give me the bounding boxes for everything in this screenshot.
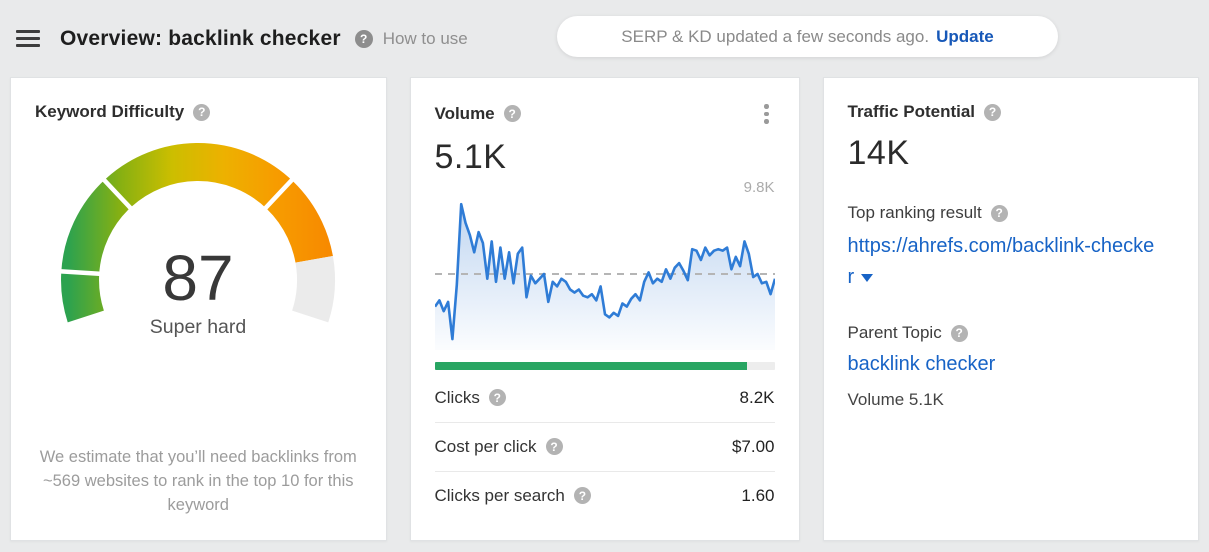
parent-topic-label-row: Parent Topic bbox=[848, 323, 1175, 343]
top-ranking-url[interactable]: https://ahrefs.com/backlink-checker bbox=[847, 235, 1155, 288]
parent-topic-link[interactable]: backlink checker bbox=[847, 353, 996, 375]
clicks-row: Clicks 8.2K bbox=[435, 374, 775, 422]
top-ranking-result-link[interactable]: https://ahrefs.com/backlink-checker bbox=[848, 231, 1158, 293]
clicks-per-search-value: 1.60 bbox=[741, 485, 775, 505]
volume-progress-bar bbox=[434, 361, 775, 370]
volume-title: Volume bbox=[434, 103, 495, 123]
help-icon[interactable] bbox=[354, 29, 373, 48]
cost-per-click-label: Cost per click bbox=[434, 436, 537, 456]
top-ranking-result-label: Top ranking result bbox=[847, 203, 982, 222]
volume-header: Volume bbox=[435, 102, 775, 126]
update-toast: SERP & KD updated a few seconds ago. Upd… bbox=[557, 16, 1058, 57]
cost-per-click-row: Cost per click $7.00 bbox=[434, 421, 775, 471]
chevron-down-icon[interactable] bbox=[861, 273, 874, 282]
toast-message: SERP & KD updated a few seconds ago. bbox=[621, 26, 930, 46]
how-to-use-link[interactable]: How to use bbox=[382, 28, 468, 48]
volume-value: 5.1K bbox=[434, 137, 507, 176]
svg-text:Super hard: Super hard bbox=[150, 316, 246, 338]
overview-cards: Keyword Difficulty 87 Super hard We esti… bbox=[10, 77, 1199, 541]
cost-per-click-value: $7.00 bbox=[731, 436, 775, 456]
volume-peak-label: 9.8K bbox=[743, 178, 775, 196]
traffic-potential-card: Traffic Potential 14K Top ranking result… bbox=[822, 77, 1199, 541]
svg-text:87: 87 bbox=[163, 242, 234, 314]
clicks-per-search-label: Clicks per search bbox=[434, 485, 565, 505]
parent-topic-label: Parent Topic bbox=[847, 323, 942, 342]
difficulty-gauge: 87 Super hard bbox=[35, 130, 362, 347]
top-ranking-result-help-icon[interactable] bbox=[990, 204, 1008, 222]
volume-progress-fill bbox=[434, 361, 748, 370]
keyword-difficulty-help-icon[interactable] bbox=[193, 103, 211, 121]
traffic-potential-help-icon[interactable] bbox=[984, 103, 1002, 121]
clicks-value: 8.2K bbox=[739, 387, 775, 407]
traffic-potential-title: Traffic Potential bbox=[847, 102, 976, 121]
keyword-difficulty-title: Keyword Difficulty bbox=[35, 102, 185, 121]
update-button[interactable]: Update bbox=[936, 26, 994, 46]
volume-stats: Clicks 8.2K Cost per click $7.00 Clicks … bbox=[434, 374, 775, 520]
difficulty-gauge-svg: 87 Super hard bbox=[43, 130, 353, 347]
hamburger-menu-icon[interactable] bbox=[16, 30, 40, 47]
difficulty-note: We estimate that you’ll need backlinks f… bbox=[39, 448, 357, 515]
top-bar: Overview: backlink checker How to use SE… bbox=[0, 0, 1209, 77]
volume-card: Volume 5.1K 9.8K Clicks 8.2K Cost per cl… bbox=[409, 77, 800, 541]
parent-topic-help-icon[interactable] bbox=[950, 324, 968, 342]
clicks-label: Clicks bbox=[434, 387, 480, 407]
traffic-potential-value: 14K bbox=[847, 134, 910, 172]
traffic-potential-header: Traffic Potential bbox=[848, 102, 1175, 122]
clicks-help-icon[interactable] bbox=[488, 389, 506, 406]
keyword-difficulty-header: Keyword Difficulty bbox=[35, 102, 362, 122]
clicks-per-search-help-icon[interactable] bbox=[573, 487, 591, 504]
kebab-menu-icon[interactable] bbox=[758, 102, 775, 126]
top-ranking-result-label-row: Top ranking result bbox=[848, 203, 1175, 223]
cost-per-click-help-icon[interactable] bbox=[545, 438, 563, 455]
volume-trend-chart bbox=[433, 198, 776, 350]
keyword-difficulty-card: Keyword Difficulty 87 Super hard We esti… bbox=[10, 77, 387, 541]
clicks-per-search-row: Clicks per search 1.60 bbox=[434, 470, 775, 520]
page-title: Overview: backlink checker bbox=[60, 26, 341, 50]
volume-help-icon[interactable] bbox=[503, 105, 521, 123]
parent-topic-volume: Volume 5.1K bbox=[847, 390, 944, 409]
